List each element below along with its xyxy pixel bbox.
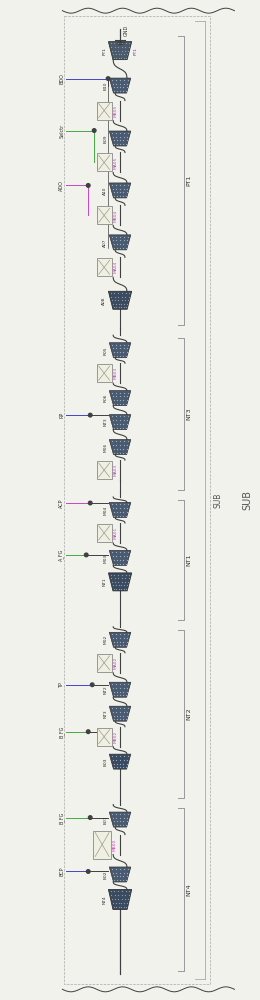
- Polygon shape: [109, 632, 131, 647]
- Polygon shape: [109, 183, 131, 198]
- Circle shape: [86, 730, 90, 733]
- Bar: [97, 206, 112, 224]
- Text: NT3: NT3: [103, 709, 107, 718]
- Circle shape: [86, 870, 90, 873]
- Text: BCP: BCP: [59, 867, 64, 876]
- Text: A08: A08: [102, 296, 106, 305]
- Text: NT3: NT3: [103, 418, 107, 426]
- Text: M06: M06: [103, 442, 107, 452]
- Bar: [97, 153, 112, 171]
- Text: SUB: SUB: [213, 492, 222, 508]
- Text: MB03: MB03: [114, 367, 118, 379]
- Text: MB04: MB04: [114, 209, 118, 222]
- Polygon shape: [109, 706, 131, 721]
- Text: B01: B01: [103, 815, 107, 824]
- Polygon shape: [109, 343, 131, 358]
- Bar: [97, 102, 112, 120]
- Polygon shape: [109, 235, 131, 250]
- Text: A_FG: A_FG: [59, 549, 64, 561]
- Bar: [93, 831, 111, 859]
- Circle shape: [88, 501, 92, 505]
- Text: B03: B03: [103, 757, 107, 766]
- Bar: [97, 524, 112, 542]
- Circle shape: [88, 816, 92, 819]
- Polygon shape: [108, 573, 132, 591]
- Text: NT1: NT1: [102, 578, 106, 586]
- Text: MA04: MA04: [114, 261, 118, 273]
- Text: B09: B09: [103, 134, 107, 143]
- Circle shape: [106, 77, 110, 80]
- Text: SUB: SUB: [242, 490, 252, 510]
- Text: ACP: ACP: [59, 498, 64, 508]
- Text: MB02: MB02: [114, 731, 118, 743]
- Polygon shape: [109, 391, 131, 406]
- Text: M02: M02: [103, 635, 107, 644]
- Circle shape: [92, 129, 96, 132]
- Polygon shape: [108, 42, 132, 60]
- Text: MA01: MA01: [114, 527, 118, 539]
- Text: NT2: NT2: [187, 707, 192, 720]
- Text: MB00: MB00: [113, 838, 117, 851]
- Text: RP: RP: [59, 412, 64, 418]
- Polygon shape: [109, 131, 131, 146]
- Text: PT1: PT1: [187, 175, 192, 186]
- Polygon shape: [109, 78, 131, 93]
- Text: A07: A07: [103, 238, 107, 247]
- Text: B_FG: B_FG: [59, 725, 64, 738]
- Text: MB05: MB05: [114, 104, 118, 117]
- Text: NT1: NT1: [187, 554, 192, 566]
- Text: Selctr: Selctr: [59, 123, 64, 138]
- Text: M03: M03: [103, 553, 107, 563]
- Text: R05: R05: [103, 346, 107, 355]
- Text: PT1: PT1: [134, 47, 138, 55]
- Text: NT4: NT4: [187, 883, 192, 896]
- Text: R06: R06: [103, 394, 107, 402]
- Bar: [97, 728, 112, 746]
- Text: TP: TP: [59, 682, 64, 688]
- Circle shape: [90, 683, 94, 687]
- Text: GND: GND: [124, 25, 129, 36]
- Circle shape: [88, 413, 92, 417]
- Text: MA05: MA05: [114, 156, 118, 169]
- Bar: [97, 258, 112, 276]
- Circle shape: [84, 553, 88, 557]
- Polygon shape: [109, 812, 131, 827]
- Text: M04: M04: [103, 505, 107, 515]
- Bar: [97, 654, 112, 672]
- Polygon shape: [109, 682, 131, 697]
- Polygon shape: [109, 867, 131, 882]
- Text: B02: B02: [103, 870, 107, 879]
- Text: NT2: NT2: [103, 685, 107, 694]
- Polygon shape: [109, 502, 131, 517]
- Polygon shape: [109, 415, 131, 430]
- Polygon shape: [109, 440, 131, 455]
- Polygon shape: [109, 550, 131, 565]
- Text: ADO: ADO: [59, 180, 64, 191]
- Text: PT1: PT1: [102, 47, 106, 55]
- Polygon shape: [108, 889, 132, 909]
- Text: B_FG: B_FG: [59, 811, 64, 824]
- Text: A10: A10: [103, 186, 107, 195]
- Bar: [97, 364, 112, 382]
- Text: NT3: NT3: [187, 408, 192, 420]
- Text: NT4: NT4: [102, 895, 106, 904]
- Text: MA03: MA03: [114, 464, 118, 476]
- Circle shape: [86, 184, 90, 187]
- Text: BDO: BDO: [59, 73, 64, 84]
- Polygon shape: [108, 291, 132, 309]
- Text: MA02: MA02: [114, 657, 118, 669]
- Bar: [97, 461, 112, 479]
- Text: B10: B10: [103, 81, 107, 90]
- Polygon shape: [109, 754, 131, 769]
